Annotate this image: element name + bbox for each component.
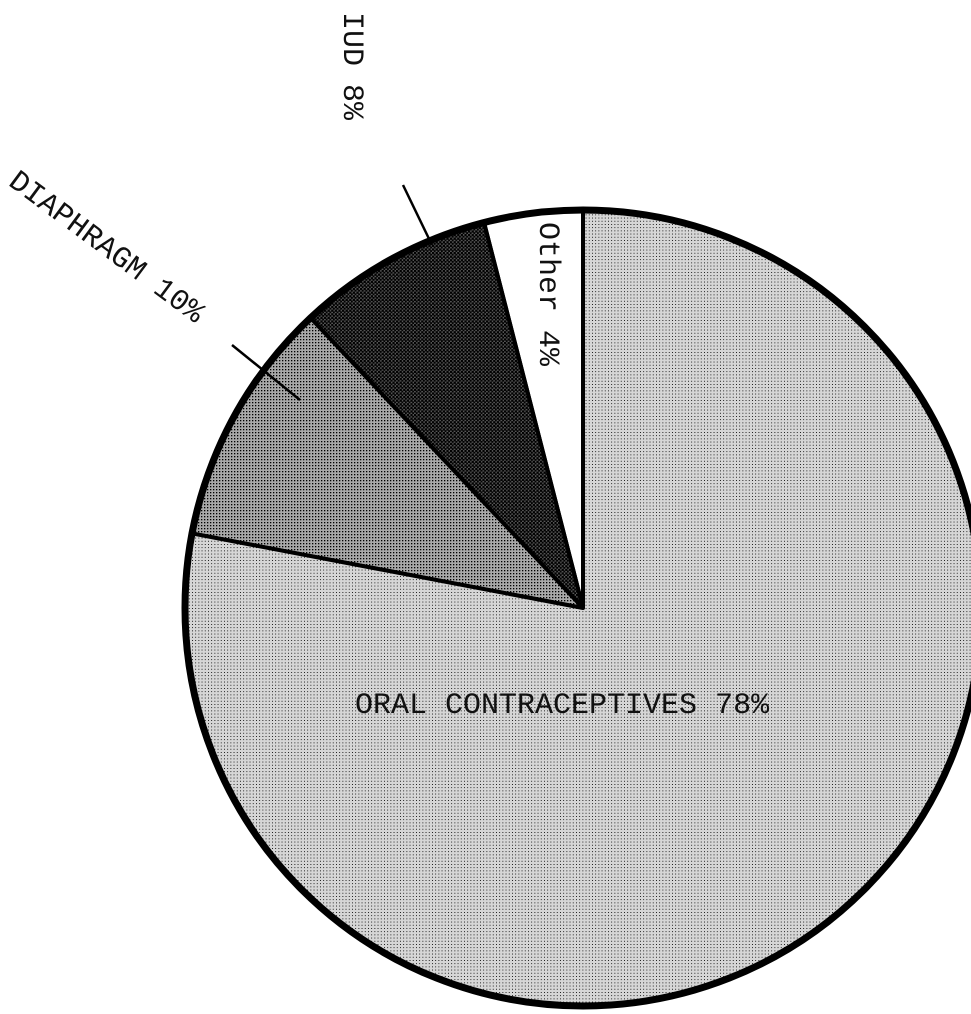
leader-line	[231, 344, 301, 401]
slice-value: 10%	[146, 272, 210, 332]
slice-label: IUD 8%	[334, 12, 368, 121]
labels: Other 4% IUD 8% DIAPHRAGM10% ORAL CONTRACEPTI…	[1, 12, 770, 723]
slice-value: 8%	[334, 84, 368, 121]
slice-value: 4%	[530, 330, 564, 367]
slice-name: Other	[530, 222, 564, 312]
slice-name: ORAL CONTRACEPTIVES	[355, 689, 697, 723]
slice-label: Other 4%	[530, 222, 564, 367]
slice-name: IUD	[334, 12, 368, 66]
slice-label: ORAL CONTRACEPTIVES 78%	[355, 689, 770, 723]
slice-name: DIAPHRAGM	[1, 165, 151, 289]
leader-line	[401, 184, 434, 246]
slice-label: DIAPHRAGM10%	[1, 165, 210, 332]
pie	[181, 206, 971, 1010]
pie-outline	[181, 206, 971, 1010]
slice-value: 78%	[715, 689, 770, 723]
